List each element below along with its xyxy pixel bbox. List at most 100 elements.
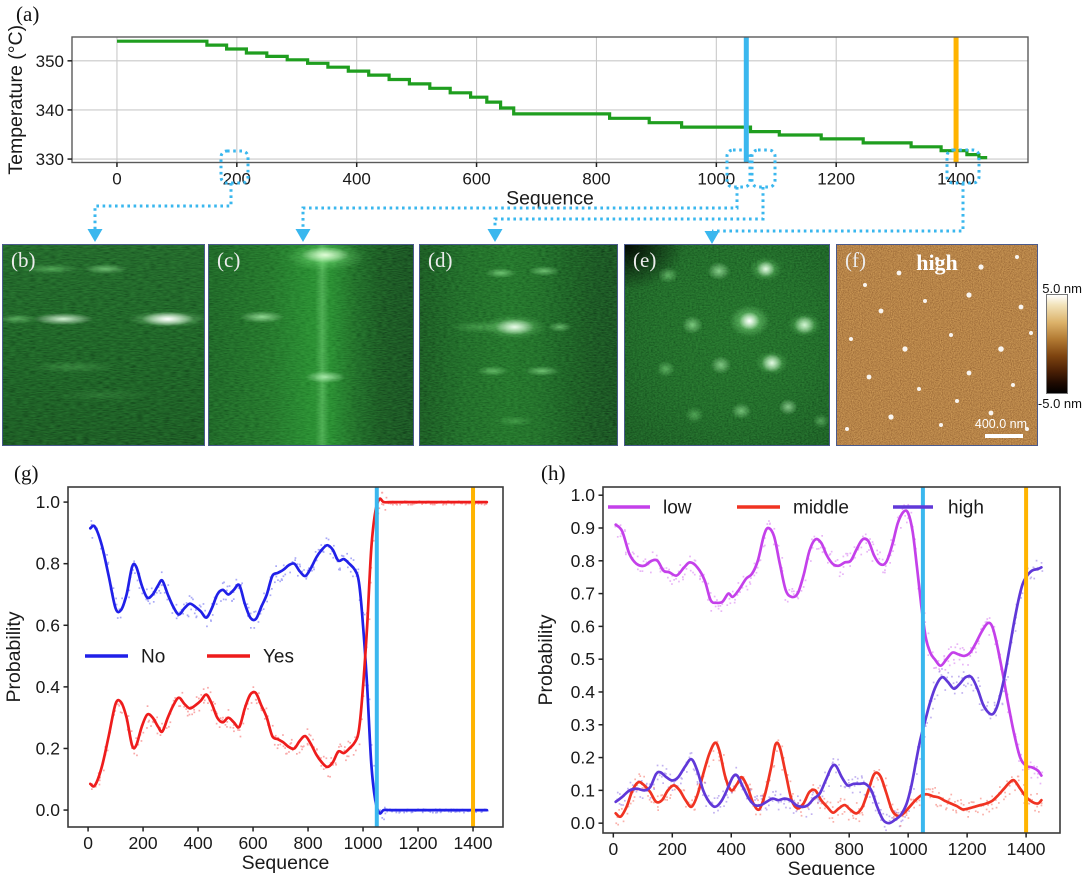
scatter-dot xyxy=(818,800,821,803)
scatter-dot xyxy=(931,651,934,654)
scatter-dot xyxy=(250,702,253,704)
scatter-dot xyxy=(774,794,777,796)
scatter-dot xyxy=(761,795,764,797)
scatter-dot xyxy=(305,575,308,578)
panel-letter-h: (h) xyxy=(541,461,566,485)
scatter-dot xyxy=(765,808,768,811)
scatter-dot xyxy=(742,575,745,578)
scatter-dot xyxy=(1041,771,1044,774)
scatter-dot xyxy=(464,503,467,506)
scatter-dot xyxy=(298,751,301,754)
scatter-dot xyxy=(740,785,742,787)
scatter-dot xyxy=(956,643,959,645)
probability-chart-no-yes: 0 200 400 600 800 1000 1200 1400 0.0 0.2 0.4 0.6 0.8… xyxy=(3,486,504,874)
x-tick-label: 1400 xyxy=(454,833,493,853)
scatter-dot xyxy=(253,627,256,629)
series-line-low xyxy=(614,509,1043,777)
scatter-dot xyxy=(306,728,309,730)
y-tick-label: 0.1 xyxy=(571,780,595,800)
scatter-dot xyxy=(1003,798,1005,801)
scatter-dot xyxy=(316,748,318,751)
scatter-dot xyxy=(829,553,832,555)
scatter-dot xyxy=(703,781,706,784)
scatter-dot xyxy=(741,586,744,589)
scatter-dot xyxy=(271,724,274,727)
scatter-dot xyxy=(133,752,136,755)
scatter-dot xyxy=(704,782,707,784)
x-tick-label: 1000 xyxy=(344,833,383,853)
scatter-dot xyxy=(872,543,875,546)
scatter-dot xyxy=(750,788,753,790)
scatter-dot xyxy=(884,565,887,567)
scatter-dot xyxy=(944,689,947,691)
scatter-dot xyxy=(291,749,294,752)
scatter-dot xyxy=(1036,776,1039,779)
scatter-dot xyxy=(819,546,822,549)
scatter-dot xyxy=(941,668,943,670)
scatter-dot xyxy=(856,777,859,780)
scatter-dot xyxy=(856,781,859,783)
scatter-dot xyxy=(858,808,860,810)
scatter-dot xyxy=(619,524,622,526)
scatter-dot xyxy=(695,773,698,776)
scatter-dot xyxy=(289,571,291,574)
scatter-dot xyxy=(866,550,868,553)
scatter-dot xyxy=(913,806,915,809)
scatter-dot xyxy=(991,795,993,798)
scatter-dot xyxy=(869,538,871,540)
scatter-dot xyxy=(784,599,787,601)
scatter-dot xyxy=(765,781,768,783)
scatter-dot xyxy=(1017,775,1020,778)
scatter-dot xyxy=(744,788,747,791)
afm-texture xyxy=(837,245,1037,445)
scatter-dot xyxy=(970,647,972,649)
scatter-dot xyxy=(982,624,985,627)
scatter-dot xyxy=(721,603,724,605)
scatter-dot xyxy=(745,585,748,588)
scatter-dot xyxy=(954,646,957,649)
scatter-dot xyxy=(980,709,983,711)
scatter-dot xyxy=(968,802,970,804)
scatter-dot xyxy=(817,801,819,804)
scatter-dot xyxy=(363,684,366,687)
scatter-dot xyxy=(282,564,285,567)
scatter-dot xyxy=(286,752,288,755)
scatter-dot xyxy=(221,582,224,585)
scatter-dot xyxy=(720,610,723,612)
scatter-dot xyxy=(719,605,722,607)
scatter-dot xyxy=(107,561,110,564)
x-tick-label: 1000 xyxy=(889,839,928,859)
scatter-dot xyxy=(962,663,964,666)
scatter-dot xyxy=(843,811,846,813)
x-tick-label: 400 xyxy=(343,170,371,189)
scatter-dot xyxy=(1020,597,1022,599)
scatter-dot xyxy=(713,811,715,814)
height-colorbar xyxy=(1046,294,1068,394)
scatter-dot xyxy=(708,765,710,768)
scatter-dot xyxy=(792,812,795,814)
scatter-dot xyxy=(781,745,784,748)
scatter-dot xyxy=(940,804,942,807)
scatter-dot xyxy=(703,573,705,576)
scatter-dot xyxy=(237,587,240,589)
scatter-dot xyxy=(878,769,881,771)
scatter-dot xyxy=(981,709,984,711)
scatter-dot xyxy=(1011,781,1014,784)
scatter-dot xyxy=(736,594,739,596)
scatter-dot xyxy=(685,568,688,570)
scatter-dot xyxy=(435,811,437,814)
scatter-dot xyxy=(701,580,704,583)
scatter-dot xyxy=(692,768,695,771)
scatter-dot xyxy=(1018,760,1020,762)
scatter-dot xyxy=(191,713,193,716)
scatter-dot xyxy=(615,822,618,825)
scatter-dot xyxy=(935,666,937,669)
scatter-dot xyxy=(228,585,231,587)
scatter-dot xyxy=(883,825,886,828)
scatter-dot xyxy=(707,794,710,797)
scatter-dot xyxy=(277,736,280,739)
scatter-dot xyxy=(440,810,443,813)
scatter-dot xyxy=(210,709,213,712)
scale-bar xyxy=(985,434,1023,438)
scatter-dot xyxy=(475,811,477,813)
